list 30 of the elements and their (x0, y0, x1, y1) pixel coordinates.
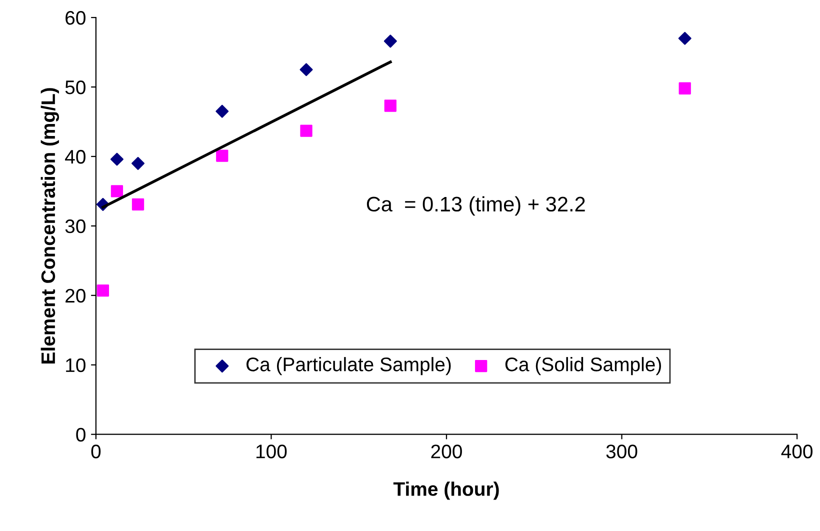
y-tick-label: 20 (66, 288, 86, 303)
y-tick-label: 40 (65, 150, 86, 164)
y-tick-label: 60 (66, 10, 86, 25)
point (132, 156, 145, 170)
point (132, 198, 144, 210)
point (384, 34, 397, 48)
point (216, 150, 228, 162)
x-axis-title: Time (hour) (393, 482, 499, 500)
point (110, 152, 124, 166)
point (110, 185, 124, 198)
legend-label: Ca (Particulate Sample) (246, 357, 451, 376)
point (300, 124, 312, 137)
point (300, 63, 313, 76)
y-tick-label: 50 (65, 80, 86, 94)
point (678, 32, 692, 45)
legend-label: Ca (Solid Sample) (505, 357, 661, 376)
point (96, 284, 110, 297)
x-tick-label: 0 (91, 444, 101, 458)
x-tick-label: 300 (606, 444, 638, 458)
x-tick-label: 200 (431, 444, 462, 458)
x-tick-label: 400 (781, 444, 812, 458)
y-tick-label: 0 (76, 428, 86, 442)
y-axis-title: Element Concentration (mg/L) (40, 88, 60, 364)
annotation: Ca = 0.13 (time) + 32.2 (366, 196, 585, 216)
point (216, 104, 229, 118)
y-tick-label: 30 (65, 219, 86, 234)
y-tick-label: 10 (66, 358, 86, 372)
point (384, 100, 396, 112)
x-tick-label: 100 (256, 444, 287, 458)
point (678, 82, 691, 94)
